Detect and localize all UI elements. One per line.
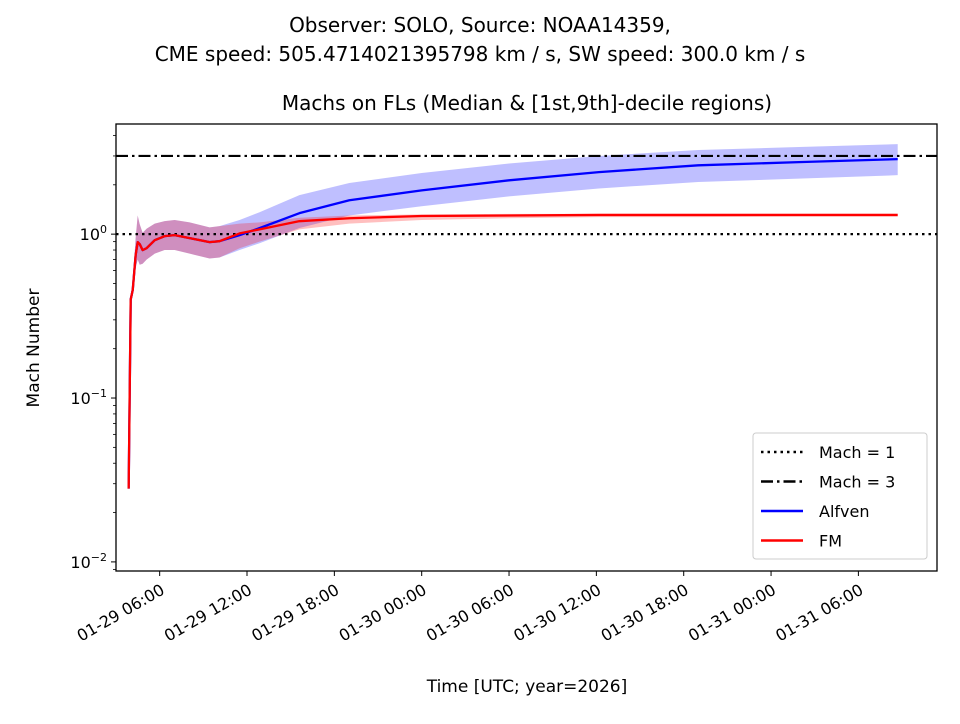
y-axis-label: Mach Number [24,289,44,408]
plot-frame [115,123,938,572]
x-axis-label: Time [UTC; year=2026] [426,677,628,697]
series-lines [127,157,898,489]
y-tick-label: 100 [80,223,107,244]
legend-label: Alfven [819,502,869,521]
legend-label: Mach = 3 [819,473,895,492]
x-tick-label: 01-31 06:00 [772,580,866,645]
x-tick-label: 01-30 18:00 [598,580,692,645]
suptitle-line-1: Observer: SOLO, Source: NOAA14359, [289,13,671,37]
x-tick-label: 01-29 18:00 [248,580,342,645]
legend-box [752,432,928,560]
y-tick-label: 10−2 [70,551,107,572]
x-tick-label: 01-30 06:00 [423,580,517,645]
x-tick-label: 01-29 12:00 [161,580,255,645]
x-tick-label: 01-30 00:00 [336,580,430,645]
x-tick-label: 01-30 12:00 [510,580,604,645]
y-tick-label: 10−1 [70,387,107,408]
suptitle-line-2: CME speed: 505.4714021395798 km / s, SW … [155,42,806,66]
x-tick-label: 01-31 00:00 [685,580,779,645]
reference-lines [116,154,937,236]
fm-median-line [127,213,898,489]
legend-label: Mach = 1 [819,443,895,462]
legend-label: FM [819,532,842,551]
x-tick-label: 01-29 06:00 [74,580,168,645]
legend: Mach = 1 Mach = 3 Alfven FM [752,432,928,560]
chart-title: Machs on FLs (Median & [1st,9th]-decile … [282,91,772,115]
